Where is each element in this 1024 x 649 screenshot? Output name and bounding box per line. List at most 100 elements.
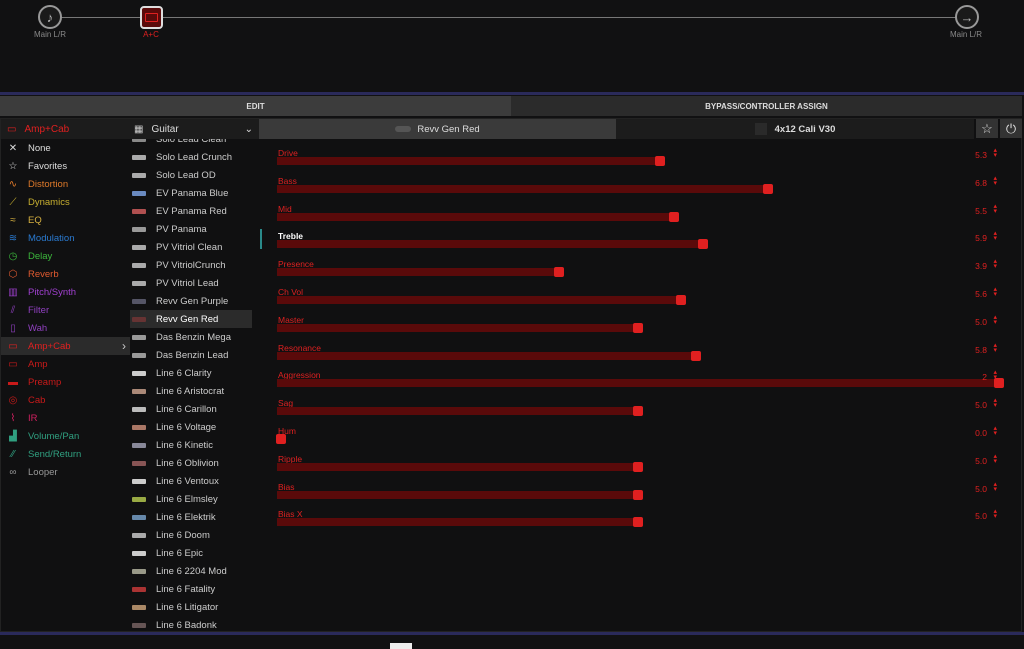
grid-icon[interactable]: ▦ [134, 123, 144, 135]
model-item[interactable]: Line 6 Elektrik [130, 508, 252, 526]
param-slider-track[interactable] [277, 351, 696, 360]
param-slider-track[interactable] [277, 518, 638, 527]
param-slider-handle[interactable] [633, 406, 643, 417]
param-treble[interactable]: Treble 5.9 ▴ ▾ [277, 230, 1017, 255]
stepper-arrows-icon[interactable]: ▴ ▾ [993, 313, 997, 326]
param-slider-handle[interactable] [762, 183, 773, 194]
model-item[interactable]: Line 6 Badonk [130, 616, 252, 633]
category-wah[interactable]: ▯ Wah [1, 319, 130, 337]
param-value[interactable]: 0.0 [975, 428, 987, 438]
stepper-arrows-icon[interactable]: ▴ ▾ [993, 174, 997, 187]
param-resonance[interactable]: Resonance 5.8 ▴ ▾ [277, 341, 1017, 367]
amp-cab-block[interactable] [140, 6, 163, 29]
model-item[interactable]: EV Panama Blue [130, 184, 252, 202]
stepper-arrows-icon[interactable]: ▴ ▾ [993, 286, 997, 298]
model-item[interactable]: Line 6 Fatality [130, 580, 252, 598]
model-item[interactable]: Line 6 2204 Mod [130, 562, 252, 580]
stepper-arrows-icon[interactable]: ▴ ▾ [993, 397, 997, 410]
model-item[interactable]: Line 6 Doom [130, 526, 252, 544]
model-item[interactable]: Line 6 Oblivion [130, 454, 252, 472]
param-mid[interactable]: Mid 5.5 ▴ ▾ [277, 202, 1017, 228]
stepper-arrows-icon[interactable]: ▴ ▾ [993, 230, 997, 243]
param-value[interactable]: 2 [982, 372, 987, 383]
category-filter[interactable]: ⫽ Filter [1, 301, 130, 319]
param-presence[interactable]: Presence 3.9 ▴ ▾ [277, 258, 1017, 283]
model-item[interactable]: Line 6 Ventoux [130, 472, 252, 490]
model-item[interactable]: Solo Lead OD [130, 166, 252, 184]
param-value[interactable]: 5.3 [975, 150, 987, 160]
tab-bypass-controller-assign[interactable]: BYPASS/CONTROLLER ASSIGN [511, 96, 1022, 116]
category-cab[interactable]: ◎ Cab [1, 391, 130, 409]
param-slider-track[interactable] [277, 462, 638, 471]
param-ripple[interactable]: Ripple 5.0 ▴ ▾ [277, 453, 1017, 478]
model-item[interactable]: PV Vitriol Clean [130, 238, 252, 256]
category-delay[interactable]: ◷ Delay [1, 247, 130, 265]
tab-edit[interactable]: EDIT [0, 96, 511, 116]
param-slider-track[interactable] [277, 212, 675, 221]
param-value[interactable]: 5.0 [975, 483, 987, 494]
model-item[interactable]: Line 6 Kinetic [130, 436, 252, 454]
category-looper[interactable]: ∞ Looper [1, 463, 130, 481]
model-item[interactable]: Line 6 Epic [130, 544, 252, 562]
stepper-arrows-icon[interactable]: ▴ ▾ [993, 202, 997, 215]
model-item[interactable]: Line 6 Elmsley [130, 490, 252, 508]
category-modulation[interactable]: ≋ Modulation [1, 229, 130, 247]
category-dynamics[interactable]: ⟋ Dynamics [1, 193, 130, 211]
model-item[interactable]: PV VitriolCrunch [130, 256, 252, 274]
param-slider-handle[interactable] [633, 461, 643, 472]
param-slider-handle[interactable] [633, 517, 643, 528]
category-amp[interactable]: ▭ Amp [1, 355, 130, 373]
param-slider-handle[interactable] [633, 322, 643, 333]
input-guitar-icon[interactable]: ♪ [38, 5, 62, 29]
param-slider-track[interactable] [277, 157, 660, 165]
stepper-arrows-icon[interactable]: ▴ ▾ [993, 508, 997, 521]
snapshot-icon[interactable] [390, 643, 412, 649]
param-slider-track[interactable] [277, 268, 559, 277]
param-ch-vol[interactable]: Ch Vol 5.6 ▴ ▾ [277, 286, 1017, 311]
param-slider-handle[interactable] [676, 295, 687, 305]
stepper-arrows-icon[interactable]: ▴ ▾ [993, 425, 997, 437]
model-item[interactable]: Revv Gen Red [130, 310, 252, 328]
model-item[interactable]: Das Benzin Mega [130, 328, 252, 346]
param-slider-track[interactable] [277, 490, 638, 499]
output-arrow-icon[interactable]: → [955, 5, 979, 29]
param-slider-handle[interactable] [633, 489, 643, 500]
power-bypass-icon[interactable]: ⏻ [1000, 119, 1022, 138]
param-value[interactable]: 3.9 [975, 261, 987, 272]
param-slider-handle[interactable] [553, 267, 564, 278]
param-slider-handle[interactable] [994, 378, 1004, 389]
param-value[interactable]: 5.0 [975, 455, 987, 466]
model-item[interactable]: Line 6 Clarity [130, 364, 252, 382]
model-item[interactable]: Das Benzin Lead [130, 346, 252, 364]
param-slider-handle[interactable] [654, 156, 665, 166]
param-value[interactable]: 5.6 [975, 289, 987, 299]
param-slider-track[interactable] [277, 323, 638, 332]
param-sag[interactable]: Sag 5.0 ▴ ▾ [277, 397, 1017, 422]
param-slider-track[interactable] [277, 407, 638, 416]
category-eq[interactable]: ≈ EQ [1, 211, 130, 229]
category-header[interactable]: ▭ Amp+Cab [1, 119, 130, 139]
model-item[interactable]: PV Vitriol Lead [130, 274, 252, 292]
stepper-arrows-icon[interactable]: ▴ ▾ [993, 341, 997, 354]
category-distortion[interactable]: ∿ Distortion [1, 175, 130, 193]
stepper-arrows-icon[interactable]: ▴ ▾ [993, 147, 997, 159]
param-value[interactable]: 5.0 [975, 400, 987, 411]
param-value[interactable]: 5.5 [975, 205, 987, 216]
model-item[interactable]: Line 6 Litigator [130, 598, 252, 616]
param-slider-track[interactable] [277, 184, 768, 193]
category-reverb[interactable]: ⬡ Reverb [1, 265, 130, 283]
favorite-star-icon[interactable]: ☆ [976, 119, 998, 138]
category-preamp[interactable]: ▬ Preamp [1, 373, 130, 391]
param-value[interactable]: 6.8 [975, 177, 987, 188]
category-ir[interactable]: ⌇ IR [1, 409, 130, 427]
model-item[interactable]: Solo Lead Clean [130, 139, 252, 148]
param-value[interactable]: 5.0 [975, 511, 987, 522]
amp-model-tab[interactable]: Revv Gen Red [259, 119, 616, 139]
param-aggression[interactable]: Aggression 2 ▴ ▾ [277, 369, 1017, 394]
category-send-return[interactable]: ⁄⁄ Send/Return [1, 445, 130, 463]
category-none[interactable]: ✕ None [1, 139, 130, 157]
param-master[interactable]: Master 5.0 ▴ ▾ [277, 313, 1017, 339]
model-group-dropdown[interactable]: ▦ Guitar ⌄ [130, 119, 259, 139]
model-item[interactable]: Line 6 Voltage [130, 418, 252, 436]
model-item[interactable]: EV Panama Red [130, 202, 252, 220]
